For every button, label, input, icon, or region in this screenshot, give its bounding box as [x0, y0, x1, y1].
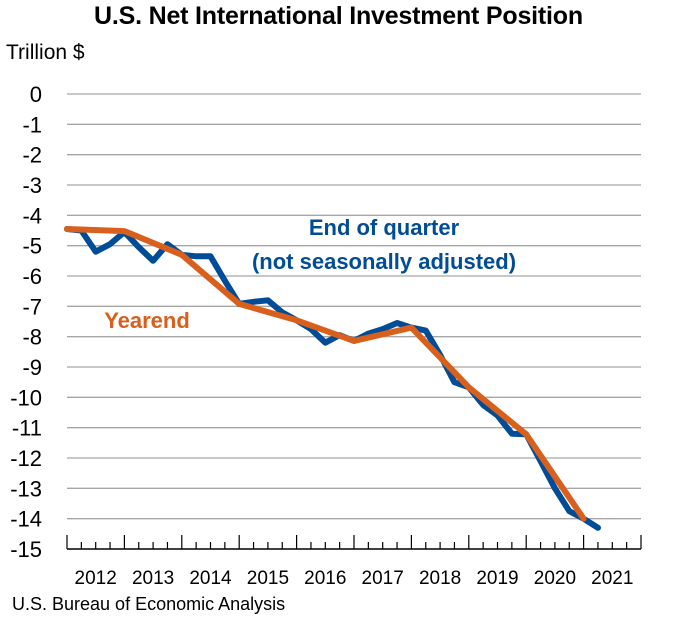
y-axis-ticks: 0 -1 -2 -3 -4 -5 -6 -7 -8 -9 -10 -11 -12 -13 -14 -15 — [10, 82, 42, 562]
chart-title: U.S. Net International Investment Positi… — [94, 2, 583, 30]
series-line-yearend — [64, 226, 587, 522]
series-line-end-of-quarter — [64, 226, 601, 531]
y-tick-label: -3 — [22, 173, 42, 198]
x-tick-label: 2018 — [419, 568, 461, 589]
y-tick-label: -1 — [22, 112, 42, 137]
series-labels: End of quarter (not seasonally adjusted) Y… — [104, 215, 516, 333]
y-tick-label: -9 — [22, 355, 42, 380]
y-tick-label: -12 — [10, 446, 42, 471]
y-tick-label: 0 — [30, 82, 42, 107]
x-tick-label: 2015 — [247, 568, 289, 589]
x-tick-label: 2017 — [362, 568, 404, 589]
y-tick-label: -13 — [10, 476, 42, 501]
x-tick-label: 2016 — [304, 568, 346, 589]
y-tick-label: -10 — [10, 385, 42, 410]
label-end-of-quarter: End of quarter — [309, 215, 460, 240]
y-tick-label: -4 — [22, 203, 42, 228]
series-lines — [64, 226, 601, 531]
y-tick-label: -2 — [22, 143, 42, 168]
x-tick-label: 2013 — [132, 568, 174, 589]
label-yearend: Yearend — [104, 308, 190, 333]
y-tick-label: -15 — [10, 537, 42, 562]
y-tick-label: -5 — [22, 234, 42, 259]
x-tick-label: 2019 — [476, 568, 518, 589]
y-tick-label: -8 — [22, 325, 42, 350]
y-axis-unit-label: Trillion $ — [6, 41, 85, 64]
source-note: U.S. Bureau of Economic Analysis — [12, 594, 286, 614]
x-tick-label: 2021 — [591, 568, 633, 589]
label-not-seasonally-adjusted: (not seasonally adjusted) — [252, 249, 516, 274]
y-tick-label: -11 — [12, 416, 42, 441]
y-tick-label: -7 — [22, 294, 42, 319]
y-tick-label: -6 — [22, 264, 42, 289]
x-tick-label: 2012 — [75, 568, 117, 589]
x-tick-label: 2014 — [189, 568, 232, 589]
x-tick-label: 2020 — [534, 568, 576, 589]
x-axis: 2012 2013 2014 2015 2016 2017 2018 2019 2020 2021 — [66, 535, 642, 589]
gridlines — [67, 93, 641, 520]
y-tick-label: -14 — [10, 507, 42, 532]
